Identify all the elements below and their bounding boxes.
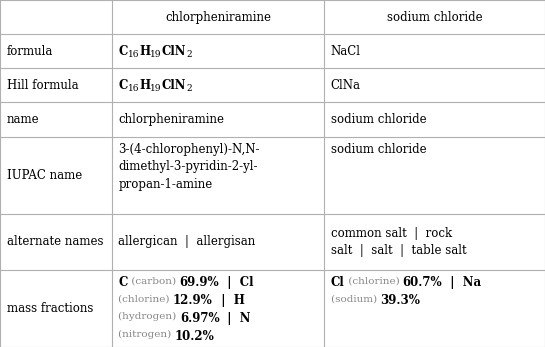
Text: 12.9%: 12.9% — [173, 294, 213, 307]
Text: (carbon): (carbon) — [128, 276, 179, 285]
Text: alternate names: alternate names — [7, 235, 103, 248]
Text: name: name — [7, 113, 39, 126]
Text: mass fractions: mass fractions — [7, 302, 93, 315]
Text: sodium chloride: sodium chloride — [331, 113, 426, 126]
Text: (sodium): (sodium) — [331, 294, 380, 303]
Text: 39.3%: 39.3% — [380, 294, 420, 307]
Text: 60.7%: 60.7% — [403, 276, 442, 289]
Text: |  N: | N — [220, 312, 251, 325]
Text: 16: 16 — [128, 84, 139, 93]
Text: 10.2%: 10.2% — [175, 330, 215, 343]
Text: H: H — [139, 79, 150, 92]
Text: 19: 19 — [150, 50, 162, 59]
Text: formula: formula — [7, 45, 53, 58]
Text: C: C — [118, 79, 128, 92]
Text: Cl: Cl — [331, 276, 344, 289]
Text: IUPAC name: IUPAC name — [7, 169, 82, 182]
Text: sodium chloride: sodium chloride — [387, 10, 482, 24]
Text: (hydrogen): (hydrogen) — [118, 312, 180, 321]
Text: sodium chloride: sodium chloride — [331, 143, 426, 156]
Text: 19: 19 — [150, 84, 162, 93]
Text: 16: 16 — [128, 50, 139, 59]
Text: chlorpheniramine: chlorpheniramine — [118, 113, 224, 126]
Text: (chlorine): (chlorine) — [344, 276, 403, 285]
Text: 2: 2 — [186, 84, 192, 93]
Text: ClNa: ClNa — [331, 79, 361, 92]
Text: ClN: ClN — [162, 45, 186, 58]
Text: H: H — [139, 45, 150, 58]
Text: C: C — [118, 45, 128, 58]
Text: 6.97%: 6.97% — [180, 312, 220, 325]
Text: |  H: | H — [213, 294, 245, 307]
Text: 69.9%: 69.9% — [179, 276, 219, 289]
Text: chlorpheniramine: chlorpheniramine — [165, 10, 271, 24]
Text: |  Cl: | Cl — [219, 276, 253, 289]
Text: (nitrogen): (nitrogen) — [118, 330, 175, 339]
Text: (chlorine): (chlorine) — [118, 294, 173, 303]
Text: C: C — [118, 276, 128, 289]
Text: 2: 2 — [186, 50, 192, 59]
Text: |  Na: | Na — [442, 276, 481, 289]
Text: common salt  |  rock
salt  |  salt  |  table salt: common salt | rock salt | salt | table s… — [331, 227, 467, 257]
Text: NaCl: NaCl — [331, 45, 361, 58]
Text: 3-(4-chlorophenyl)-N,N-
dimethyl-3-pyridin-2-yl-
propan-1-amine: 3-(4-chlorophenyl)-N,N- dimethyl-3-pyrid… — [118, 143, 260, 191]
Text: allergican  |  allergisan: allergican | allergisan — [118, 235, 256, 248]
Text: Hill formula: Hill formula — [7, 79, 78, 92]
Text: ClN: ClN — [162, 79, 186, 92]
